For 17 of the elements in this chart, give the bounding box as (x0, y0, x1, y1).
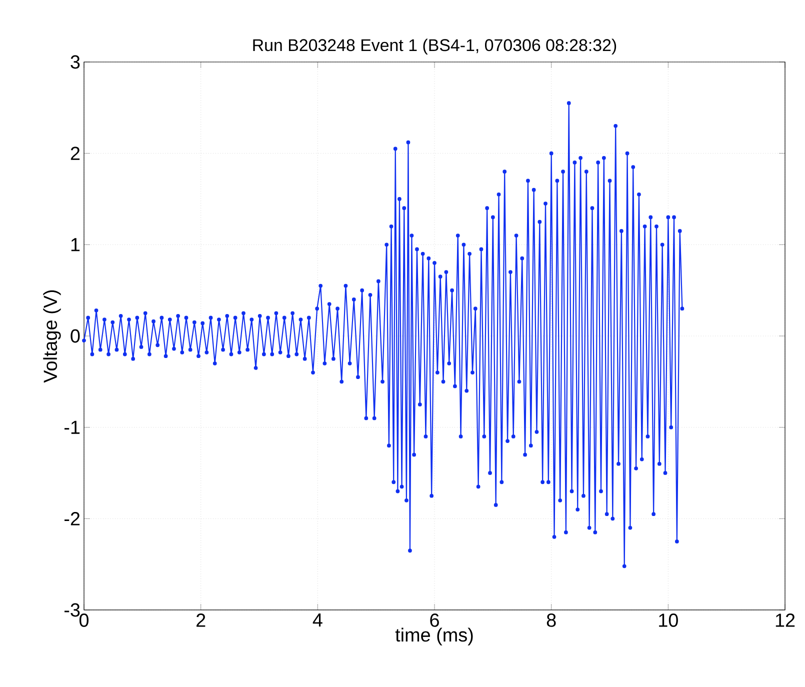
x-tick-label: 6 (430, 614, 439, 627)
chart-title: Run B203248 Event 1 (BS4-1, 070306 08:28:32) (253, 38, 616, 54)
y-tick-label: 2 (70, 146, 80, 160)
x-tick-label: 0 (79, 614, 89, 627)
y-tick-label: 1 (71, 238, 80, 252)
x-axis-title: time (ms) (395, 628, 473, 646)
x-tick-label: 2 (196, 614, 206, 627)
x-tick-label: 12 (776, 614, 795, 627)
x-tick-label: 4 (312, 614, 322, 627)
y-tick-label: -3 (64, 603, 80, 617)
y-tick-label: -2 (64, 512, 80, 526)
y-axis-title: Voltage (V) (43, 290, 61, 383)
y-tick-label: 3 (70, 55, 80, 69)
y-tick-label: 0 (70, 329, 80, 343)
x-tick-label: 10 (659, 614, 678, 627)
x-tick-label: 8 (546, 614, 556, 627)
y-tick-label: -1 (64, 420, 80, 434)
